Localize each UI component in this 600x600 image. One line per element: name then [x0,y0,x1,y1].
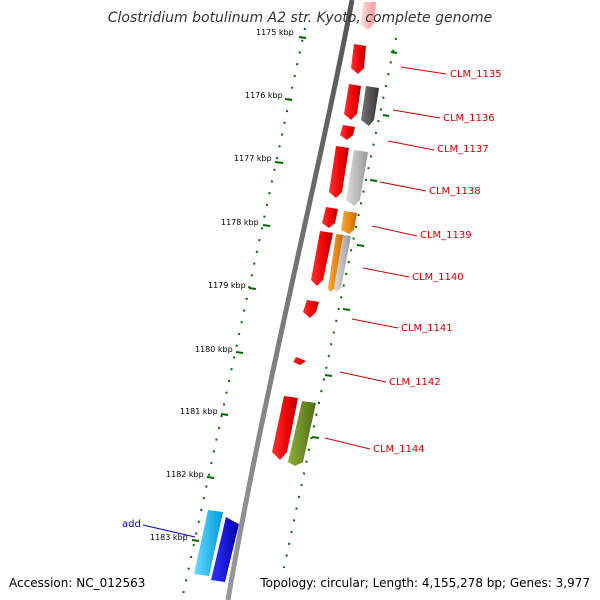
ruler-line [182,27,306,596]
topology-text: Topology: circular; Length: 4,155,278 bp… [259,576,590,590]
homolog-arrow-clm-1136[interactable] [361,86,379,126]
accession-text: Accession: NC_012563 [9,576,145,590]
gene-arrow-top[interactable] [360,2,376,30]
tick-label-1183: 1183 kbp [150,533,188,542]
tick-label-1181: 1181 kbp [180,407,218,416]
gene-label-clm-1144[interactable]: CLM_1144 [373,444,425,455]
feature-arrow-add[interactable] [194,510,223,576]
homolog-arrow-clm-1139[interactable] [341,211,357,234]
gene-label-clm-1141[interactable]: CLM_1141 [401,323,453,334]
gene-label-clm-1137[interactable]: CLM_1137 [437,144,489,155]
tick-label-1180: 1180 kbp [195,345,233,354]
outer-track-line [283,37,397,569]
genome-backbone [225,0,355,600]
map-title: Clostridium botulinum A2 str. Kyoto, com… [108,10,493,26]
gene-arrow-clm-1144[interactable] [272,396,298,460]
gene-label-clm-1139[interactable]: CLM_1139 [420,230,472,241]
tick-label-1177: 1177 kbp [234,154,272,163]
ruler-ticks [191,36,307,542]
tick-label-1176: 1176 kbp [245,91,283,100]
homolog-arrow-clm-1144[interactable] [288,401,316,466]
gene-label-clm-1135[interactable]: CLM_1135 [450,69,502,80]
gene-arrow-clm-1136[interactable] [344,84,361,120]
gene-label-clm-1142[interactable]: CLM_1142 [389,377,441,388]
gene-labels: CLM_1135 CLM_1136 CLM_1137 CLM_1138 CLM_… [122,69,502,530]
tick-label-1178: 1178 kbp [221,218,259,227]
gene-arrow-clm-1140[interactable] [311,231,333,286]
gene-arrow-clm-1137[interactable] [340,125,355,140]
homolog-arrow-add[interactable] [211,517,239,582]
gene-arrows[interactable] [194,2,379,582]
homolog-arrow-clm-1140-b[interactable] [334,235,351,292]
gene-arrow-clm-1142[interactable] [293,357,306,365]
gene-label-clm-1140[interactable]: CLM_1140 [412,272,464,283]
gene-label-clm-1136[interactable]: CLM_1136 [443,113,495,124]
gene-arrow-clm-1138[interactable] [329,146,349,198]
tick-label-1175: 1175 kbp [256,28,294,37]
gene-label-clm-1138[interactable]: CLM_1138 [429,186,481,197]
ruler-tick-labels: 1175 kbp 1176 kbp 1177 kbp 1178 kbp 1179… [150,28,294,542]
gene-arrow-clm-1139[interactable] [322,207,338,228]
tick-label-1182: 1182 kbp [166,470,204,479]
gene-arrow-clm-1135[interactable] [351,44,366,74]
feature-label-add[interactable]: add [122,519,141,530]
feature-label-leader [142,524,196,538]
outer-track-ticks [311,51,398,439]
tick-label-1179: 1179 kbp [208,281,246,290]
homolog-arrow-clm-1140[interactable] [328,234,344,292]
gene-label-leaders [324,66,447,450]
homolog-arrow-clm-1138[interactable] [346,150,368,206]
gene-arrow-clm-1141[interactable] [303,300,319,318]
